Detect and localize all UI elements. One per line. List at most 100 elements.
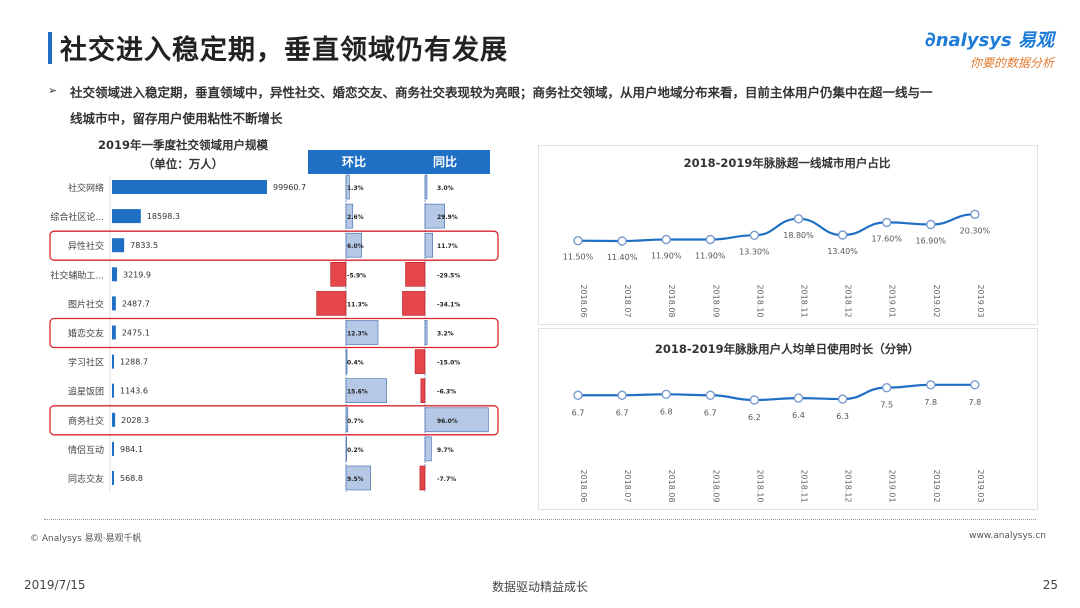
data-point bbox=[793, 214, 804, 224]
data-point bbox=[749, 230, 760, 241]
yoy-bar bbox=[420, 378, 426, 404]
x-tick-label: 2018.08 bbox=[667, 469, 676, 502]
mom-value-label: 0.2% bbox=[347, 447, 364, 454]
mom-value-label: 15.6% bbox=[347, 389, 368, 396]
mom-value-label: 11.3% bbox=[347, 301, 368, 308]
x-tick-label: 2019.01 bbox=[888, 469, 897, 502]
x-tick-label: 2018.10 bbox=[755, 469, 764, 502]
category-label: 婚恋交友 bbox=[68, 328, 104, 340]
data-point bbox=[882, 382, 892, 393]
category-label: 商务社交 bbox=[68, 415, 104, 427]
footer-divider bbox=[44, 519, 1036, 520]
summary-line-2: 线城市中，留存用户使用粘性不断增长 bbox=[70, 111, 283, 126]
data-point bbox=[837, 394, 848, 404]
left-chart-title: 2019年一季度社交领域用户规模 （单位：万人） bbox=[88, 136, 278, 174]
mom-value-label: -5.9% bbox=[347, 272, 366, 279]
scale-bar bbox=[112, 209, 141, 224]
scale-value-label: 2487.7 bbox=[122, 299, 150, 308]
logo-slogan: 你要的数据分析 bbox=[969, 56, 1054, 70]
data-label: 6.2 bbox=[748, 413, 761, 422]
summary-line-1: 社交领域进入稳定期，垂直领域中，异性社交、婚恋交友、商务社交表现较为亮眼；商务社… bbox=[70, 85, 933, 100]
yoy-bar bbox=[424, 174, 428, 200]
scale-value-label: 1143.6 bbox=[120, 387, 148, 396]
left-chart-title-line1: 2019年一季度社交领域用户规模 bbox=[97, 138, 268, 152]
mom-bar bbox=[345, 465, 372, 491]
website-link[interactable]: www.analysys.cn bbox=[969, 531, 1046, 541]
mom-bar bbox=[316, 291, 347, 316]
scale-value-label: 984.1 bbox=[120, 445, 143, 454]
slide-slogan: 数据驱动精益成长 bbox=[491, 580, 588, 594]
data-label: 6.8 bbox=[660, 407, 673, 416]
yoy-column-header: 同比 bbox=[400, 150, 490, 174]
scale-value-label: 99960.7 bbox=[273, 183, 306, 192]
scale-bar bbox=[112, 471, 114, 485]
mom-value-label: 0.4% bbox=[347, 360, 364, 367]
mom-bar bbox=[345, 203, 354, 229]
mom-bar bbox=[345, 349, 348, 374]
scale-value-label: 7833.5 bbox=[130, 241, 158, 250]
yoy-bar bbox=[424, 232, 434, 258]
line-chart-title: 2018-2019年脉脉超一线城市用户占比 bbox=[684, 156, 891, 170]
yoy-value-label: 9.7% bbox=[437, 447, 454, 454]
data-point bbox=[926, 380, 936, 390]
category-label: 情侣互动 bbox=[68, 444, 104, 456]
yoy-bar bbox=[424, 320, 428, 345]
line-chart-title: 2018-2019年脉脉用户人均单日使用时长（分钟） bbox=[655, 342, 919, 356]
mom-bar bbox=[345, 320, 379, 345]
series-line bbox=[577, 383, 975, 402]
highlight-box bbox=[49, 317, 499, 349]
scale-bar bbox=[112, 238, 125, 253]
x-tick-label: 2018.11 bbox=[800, 284, 809, 317]
scale-bar bbox=[112, 296, 116, 311]
category-label: 异性社交 bbox=[68, 240, 104, 252]
category-label: 社交网络 bbox=[68, 182, 104, 194]
yoy-bar bbox=[414, 349, 426, 374]
x-tick-label: 2018.12 bbox=[844, 284, 853, 317]
yoy-value-label: -6.3% bbox=[437, 389, 456, 396]
analysys-logo: ∂nalysys 易观 你要的数据分析 bbox=[925, 26, 1054, 71]
mom-bar bbox=[330, 261, 347, 287]
yoy-bar bbox=[405, 261, 426, 287]
data-point bbox=[573, 390, 583, 400]
mom-value-label: 0.7% bbox=[347, 418, 364, 425]
scale-value-label: 18598.3 bbox=[147, 212, 180, 221]
data-label: 6.7 bbox=[704, 408, 717, 417]
x-tick-label: 2018.09 bbox=[711, 284, 720, 317]
data-label: 11.90% bbox=[651, 252, 682, 261]
data-label: 20.30% bbox=[960, 226, 991, 235]
data-point bbox=[573, 235, 583, 246]
data-point bbox=[882, 217, 892, 228]
data-point bbox=[705, 390, 715, 400]
yoy-value-label: 96.0% bbox=[437, 418, 458, 425]
data-label: 7.8 bbox=[969, 398, 982, 407]
title-accent-bar bbox=[48, 32, 52, 64]
highlight-box bbox=[49, 405, 499, 436]
data-label: 18.80% bbox=[783, 231, 814, 240]
scale-bar bbox=[112, 354, 114, 369]
category-label: 学习社区 bbox=[68, 357, 104, 369]
data-point bbox=[970, 209, 980, 220]
x-tick-label: 2018.07 bbox=[623, 469, 632, 502]
data-label: 11.40% bbox=[607, 253, 638, 262]
summary-text: 社交领域进入稳定期，垂直领域中，异性社交、婚恋交友、商务社交表现较为亮眼；商务社… bbox=[70, 80, 1030, 132]
panel-usage-time bbox=[538, 328, 1038, 510]
highlight-box bbox=[49, 230, 499, 261]
data-label: 6.3 bbox=[836, 412, 849, 421]
data-label: 16.90% bbox=[916, 237, 947, 246]
yoy-bar bbox=[424, 407, 489, 433]
x-tick-label: 2018.09 bbox=[711, 469, 720, 502]
mom-value-label: 12.3% bbox=[347, 331, 368, 338]
scale-bar bbox=[112, 325, 116, 340]
data-point bbox=[970, 380, 980, 390]
data-label: 17.60% bbox=[871, 234, 902, 243]
data-point bbox=[749, 395, 760, 405]
data-label: 6.7 bbox=[572, 408, 585, 417]
scale-value-label: 2028.3 bbox=[121, 416, 149, 425]
data-label: 7.5 bbox=[880, 401, 893, 410]
data-label: 13.40% bbox=[827, 247, 858, 256]
bullet-arrow-icon: ➢ bbox=[48, 84, 58, 97]
yoy-value-label: -34.1% bbox=[437, 301, 460, 308]
data-label: 7.8 bbox=[924, 398, 937, 407]
x-tick-label: 2018.06 bbox=[579, 284, 588, 317]
mom-value-label: 6.0% bbox=[347, 243, 364, 250]
